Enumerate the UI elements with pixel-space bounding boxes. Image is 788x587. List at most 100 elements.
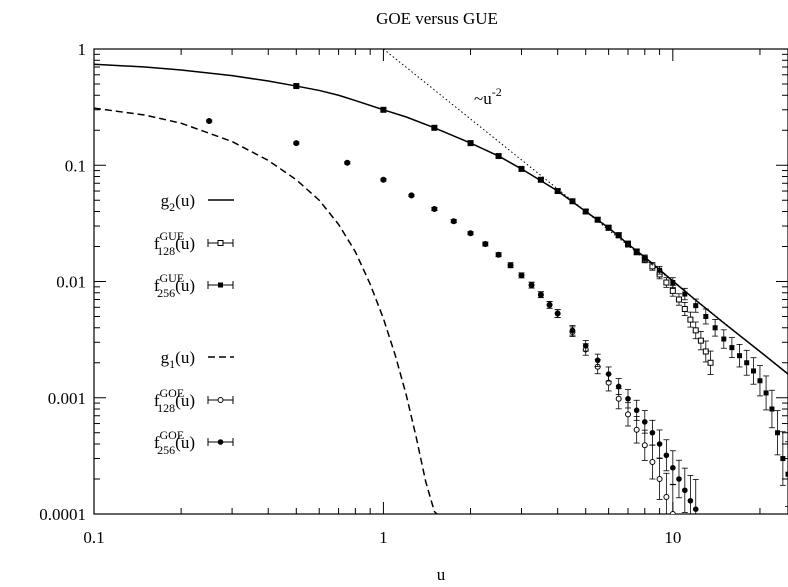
data-point [729, 345, 735, 351]
legend-label-tail: (u) [175, 191, 195, 210]
legend-label-base: f [154, 234, 160, 253]
legend-label-base: g [161, 348, 170, 367]
legend-sample-marker [218, 282, 223, 288]
data-point [785, 471, 788, 477]
data-point [380, 107, 386, 113]
series-0 [94, 63, 788, 375]
legend-label: fGUE 128(u) [154, 229, 195, 258]
data-point [692, 506, 699, 512]
data-point [780, 456, 786, 462]
x-tick-label: 0.1 [83, 528, 104, 547]
data-point [687, 497, 694, 504]
legend-label-sub: 256 [157, 443, 175, 457]
x-tick-label: 10 [664, 528, 681, 547]
y-tick-label: 0.01 [56, 273, 86, 292]
data-point [693, 303, 699, 309]
legend: g2(u)fGUE 128(u)fGUE 256(u)g1(u)fGOE 128(u)… [154, 191, 234, 457]
data-point [751, 368, 757, 374]
data-point [293, 83, 299, 89]
series-line [94, 63, 788, 375]
data-point [744, 360, 750, 366]
data-point [594, 357, 601, 364]
data-point [431, 125, 437, 131]
series-line [383, 49, 788, 375]
legend-label-sup: GUE [160, 271, 185, 285]
data-point [507, 262, 514, 269]
series-line [94, 107, 438, 514]
data-point [546, 302, 553, 308]
series-2 [293, 83, 788, 507]
x-tick-label: 1 [379, 528, 388, 547]
series-1 [293, 83, 714, 375]
legend-label-sup: GOE [160, 386, 185, 400]
data-point [380, 176, 387, 183]
axes: 0.1 1 10 1 0.1 0.01 0.001 0.0001 [39, 40, 788, 547]
data-point [769, 406, 775, 412]
y-tick-label: 0.1 [65, 156, 86, 175]
legend-label: g2(u) [161, 191, 195, 214]
data-point [642, 255, 648, 261]
data-point [703, 313, 709, 319]
data-point [633, 426, 640, 433]
legend-label-base: f [154, 391, 160, 410]
legend-label-tail: (u) [175, 234, 195, 253]
data-point [528, 282, 535, 288]
data-point [675, 296, 682, 303]
legend-sample-marker [217, 439, 224, 445]
data-point [482, 241, 489, 247]
data-point [431, 206, 438, 212]
legend-sample-marker [217, 397, 224, 403]
data-point [763, 390, 769, 396]
data-point [641, 442, 648, 449]
legend-label-sub: 128 [157, 401, 175, 415]
data-point [569, 198, 575, 204]
legend-label: fGOE 128(u) [154, 386, 195, 415]
chart-title: GOE versus GUE [376, 9, 498, 28]
data-point [519, 166, 525, 172]
data-point [624, 411, 631, 418]
data-point [669, 511, 676, 514]
data-point [737, 353, 743, 359]
data-point [616, 232, 622, 238]
legend-label-sub: 256 [157, 286, 175, 300]
data-point [605, 371, 612, 377]
legend-label-tail: (u) [175, 433, 195, 452]
legend-label-sub: 2 [169, 200, 175, 214]
data-point [670, 280, 676, 286]
data-point [702, 348, 709, 355]
data-point [676, 476, 682, 482]
data-point [554, 310, 561, 317]
data-point [669, 287, 676, 294]
plot-frame [93, 48, 788, 515]
series-5 [206, 118, 699, 514]
y-tick-label: 0.0001 [39, 505, 86, 524]
data-point [670, 464, 676, 471]
data-point [408, 192, 415, 199]
data-point [721, 336, 727, 342]
series-6 [383, 49, 788, 375]
data-point [595, 217, 601, 223]
legend-label-base: f [154, 276, 160, 295]
data-point [707, 359, 714, 366]
data-point [663, 279, 670, 286]
data-point [775, 430, 781, 436]
y-tick-label: 0.001 [48, 389, 86, 408]
data-point [663, 452, 670, 459]
legend-label-base: g [161, 191, 170, 210]
data-point [518, 272, 525, 279]
annotation-base: ~u [474, 89, 492, 108]
data-point [495, 251, 502, 258]
plot-area [94, 49, 788, 514]
data-point [663, 494, 670, 501]
data-point [712, 325, 718, 331]
data-point [656, 476, 663, 483]
series-3 [94, 107, 438, 514]
data-point [682, 487, 688, 494]
data-point [467, 230, 474, 237]
annotation-exponent: -2 [492, 85, 502, 99]
data-point [649, 429, 656, 436]
data-point [682, 291, 688, 297]
data-point [697, 337, 704, 344]
data-point [657, 267, 663, 273]
